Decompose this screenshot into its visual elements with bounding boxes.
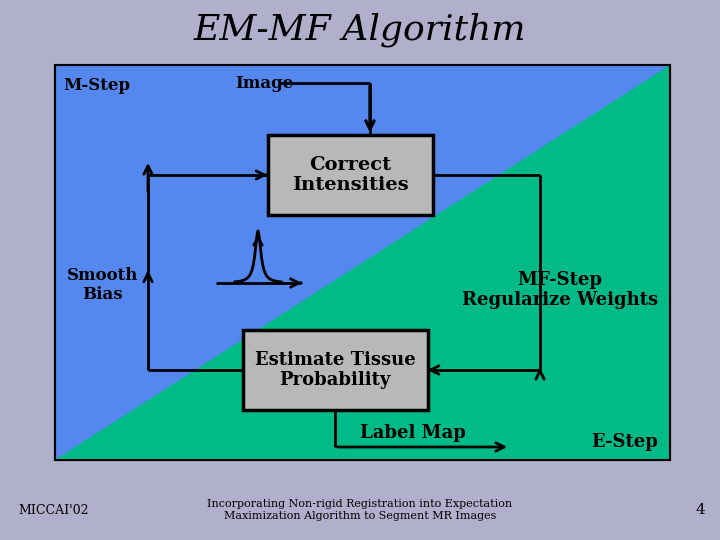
FancyBboxPatch shape (268, 135, 433, 215)
Text: MF-Step
Regularize Weights: MF-Step Regularize Weights (462, 271, 658, 309)
Text: Label Map: Label Map (359, 424, 465, 442)
Text: E-Step: E-Step (591, 433, 658, 451)
Text: EM-MF Algorithm: EM-MF Algorithm (194, 13, 526, 47)
Bar (55, 65, 670, 460)
Text: 4: 4 (696, 503, 705, 517)
Polygon shape (55, 65, 670, 460)
FancyBboxPatch shape (243, 330, 428, 410)
Text: Correct
Intensities: Correct Intensities (292, 156, 408, 194)
Text: Estimate Tissue
Probability: Estimate Tissue Probability (255, 350, 415, 389)
Text: Incorporating Non-rigid Registration into Expectation
Maximization Algorithm to : Incorporating Non-rigid Registration int… (207, 499, 513, 521)
Bar (55, 65, 670, 460)
Text: Smooth
Bias: Smooth Bias (67, 267, 138, 303)
Text: Image: Image (235, 75, 293, 91)
Text: MICCAI'02: MICCAI'02 (18, 503, 89, 516)
Text: M-Step: M-Step (63, 77, 130, 93)
